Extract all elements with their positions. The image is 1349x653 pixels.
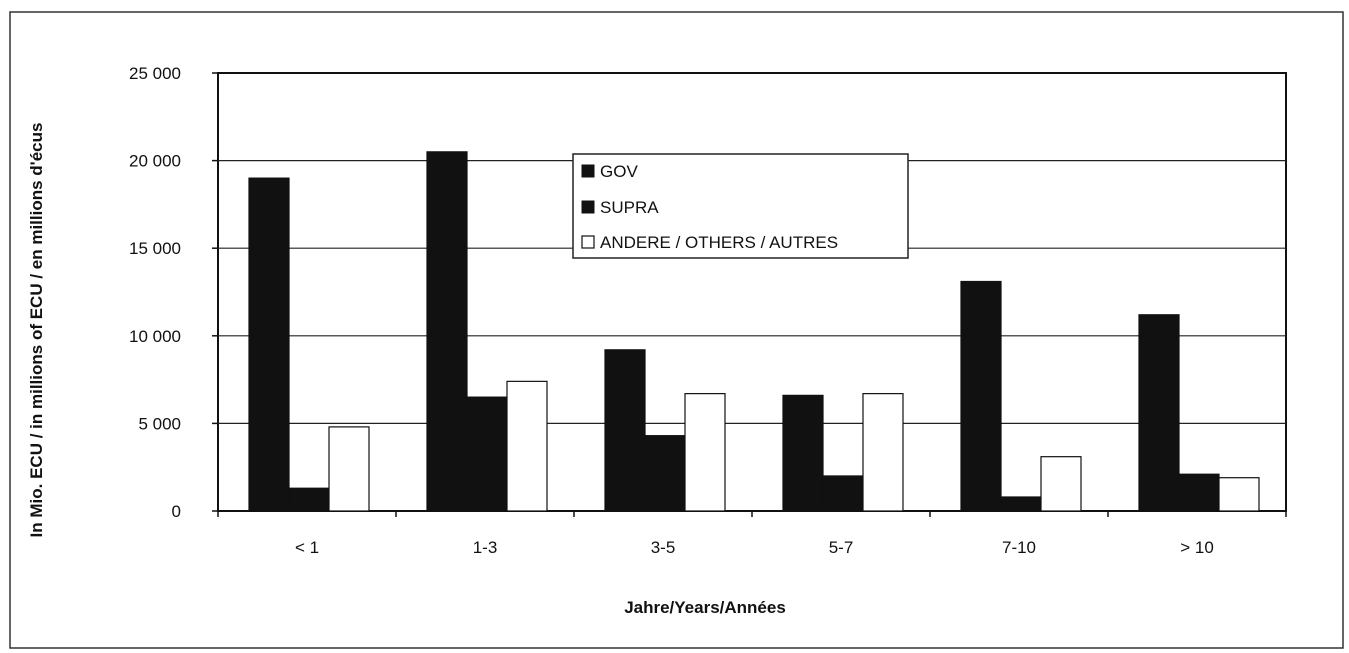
- x-tick-label: 1-3: [473, 538, 498, 557]
- x-tick-label: 3-5: [651, 538, 676, 557]
- x-tick-label: 7-10: [1002, 538, 1036, 557]
- y-tick-label: 5 000: [138, 414, 181, 433]
- bar-gov: [426, 151, 468, 512]
- bar-gov: [960, 280, 1002, 512]
- bar-supra: [288, 487, 330, 512]
- bar-supra: [466, 396, 508, 512]
- legend-label-supra: SUPRA: [600, 198, 659, 217]
- bar-supra: [1000, 496, 1042, 512]
- bar-supra: [822, 475, 864, 512]
- legend: GOV SUPRA ANDERE / OTHERS / AUTRES: [572, 153, 909, 259]
- plot-area: [217, 72, 1287, 512]
- legend-label-others: ANDERE / OTHERS / AUTRES: [600, 233, 838, 252]
- y-tick-label: 20 000: [129, 152, 181, 171]
- bar-supra: [644, 435, 686, 512]
- bar-gov: [1138, 314, 1180, 512]
- bar-others: [506, 380, 548, 512]
- x-tick-label: < 1: [295, 538, 319, 557]
- x-tick-label: > 10: [1180, 538, 1214, 557]
- bar-others: [328, 426, 370, 512]
- bar-others: [1040, 456, 1082, 512]
- bar-others: [684, 393, 726, 512]
- bar-gov: [604, 349, 646, 512]
- y-tick-label: 15 000: [129, 239, 181, 258]
- legend-box: [572, 153, 909, 259]
- y-tick-label: 25 000: [129, 64, 181, 83]
- legend-label-gov: GOV: [600, 162, 638, 181]
- y-tick-label: 0: [172, 502, 181, 521]
- bar-supra: [1178, 473, 1220, 512]
- legend-swatch-gov: [581, 164, 595, 178]
- bars: [248, 151, 1260, 512]
- y-axis-ticks: 0 5 000 10 000 15 000 20 000 25 000: [129, 64, 218, 521]
- y-axis-title: In Mio. ECU / in millions of ECU / en mi…: [27, 123, 46, 538]
- x-axis-ticks: < 1 1-3 3-5 5-7 7-10 > 10: [217, 511, 1287, 557]
- bar-others: [862, 393, 904, 512]
- y-tick-label: 10 000: [129, 327, 181, 346]
- x-axis-title: Jahre/Years/Années: [624, 598, 786, 617]
- bar-gov: [782, 394, 824, 512]
- x-tick-label: 5-7: [829, 538, 854, 557]
- bar-gov: [248, 177, 290, 512]
- legend-swatch-supra: [581, 200, 595, 214]
- bar-others: [1218, 477, 1260, 512]
- legend-swatch-others: [581, 235, 595, 249]
